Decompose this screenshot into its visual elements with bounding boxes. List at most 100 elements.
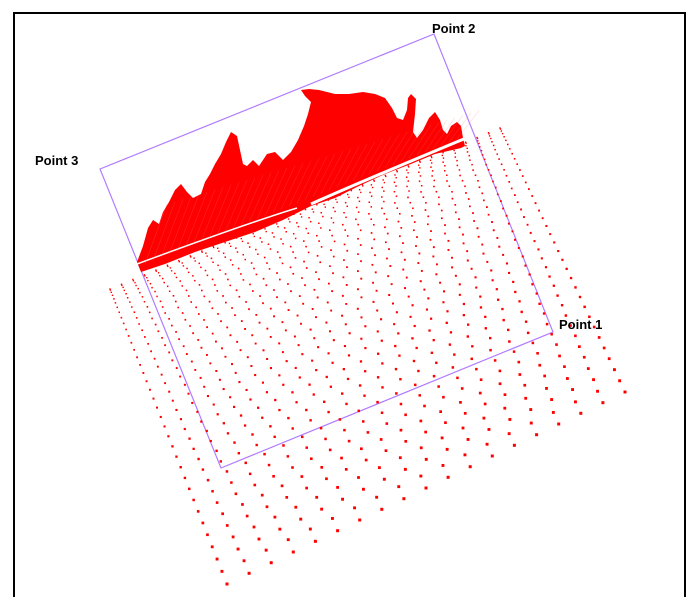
ground-point [206, 478, 210, 482]
ground-point [499, 128, 502, 130]
ground-point [508, 418, 512, 421]
ground-point [396, 171, 398, 173]
ground-point [466, 147, 468, 149]
ground-point [380, 411, 384, 414]
ground-point [244, 258, 246, 261]
ground-point [538, 302, 541, 305]
ground-point [329, 229, 331, 231]
ground-point [481, 243, 484, 246]
ground-point [477, 180, 479, 182]
ground-point [531, 341, 535, 345]
ground-point [484, 315, 487, 318]
ground-point [255, 443, 258, 447]
ground-point [490, 269, 493, 272]
ground-point [396, 169, 398, 172]
ground-point [382, 179, 384, 181]
ground-point [277, 226, 279, 228]
ground-point [451, 366, 455, 369]
ground-point [444, 165, 446, 167]
ground-point [233, 405, 236, 408]
ground-point [536, 352, 539, 355]
ground-point [343, 212, 345, 214]
ground-point [250, 262, 253, 264]
ground-point [281, 321, 284, 324]
ground-point [259, 237, 261, 239]
ground-point [370, 195, 373, 197]
ground-point [287, 283, 289, 285]
mesh-wire [256, 170, 280, 220]
ground-point [386, 232, 389, 235]
ground-point [487, 213, 490, 216]
ground-point [116, 306, 118, 309]
3d-viewport[interactable]: Point 2 Point 3 Point 1 [13, 12, 686, 597]
ground-point [359, 360, 363, 363]
ground-point [135, 284, 137, 287]
ground-point [435, 361, 438, 364]
ground-point [311, 308, 314, 310]
mesh-wire [176, 194, 200, 252]
ground-point [300, 475, 304, 478]
ground-point [273, 236, 275, 238]
ground-point [196, 410, 199, 413]
point1-label: Point 1 [559, 317, 602, 332]
ground-point [316, 296, 319, 299]
ground-point [276, 251, 279, 253]
ground-point [456, 376, 459, 380]
ground-point [163, 281, 165, 284]
ground-point [439, 281, 442, 284]
ground-point [423, 404, 426, 408]
ground-point [503, 393, 507, 396]
ground-point [341, 392, 344, 395]
ground-point [133, 311, 136, 313]
ground-point [227, 278, 229, 281]
ground-point [498, 369, 502, 373]
ground-point [463, 412, 467, 415]
ground-point [571, 388, 574, 391]
ground-point [312, 211, 315, 213]
ground-point [143, 301, 146, 303]
ground-point [217, 264, 219, 267]
ground-point [240, 320, 243, 322]
ground-point [251, 433, 254, 436]
ground-point [215, 370, 218, 372]
ground-point [477, 140, 479, 142]
ground-point [316, 204, 318, 206]
mesh-wire [352, 141, 376, 181]
ground-point [545, 387, 548, 390]
ground-point [281, 262, 284, 265]
ground-point [399, 428, 403, 432]
mesh-wire [376, 134, 400, 172]
ground-point [397, 332, 400, 335]
point2-label: Point 2 [432, 21, 475, 36]
ground-point [218, 250, 220, 252]
selection-box[interactable] [99, 33, 554, 469]
ground-point [152, 397, 155, 400]
ground-point [485, 163, 487, 166]
ground-point [428, 329, 431, 332]
ground-point [442, 161, 444, 163]
ground-point [487, 428, 491, 431]
ground-point [439, 410, 442, 413]
ground-point [168, 390, 171, 393]
ground-point [489, 336, 492, 340]
ground-point [225, 524, 229, 527]
ground-point [131, 306, 133, 308]
ground-point [265, 505, 269, 509]
ground-point [175, 455, 178, 458]
ground-point [248, 472, 252, 476]
ground-point [313, 337, 316, 340]
ground-point [296, 314, 299, 317]
ground-point [496, 153, 498, 155]
ground-point [316, 234, 318, 237]
ground-point [475, 367, 478, 371]
ground-point [292, 272, 295, 275]
ground-point [149, 282, 152, 285]
scene-canvas[interactable]: Point 2 Point 3 Point 1 [15, 14, 686, 597]
ground-point [225, 301, 227, 304]
ground-point [383, 212, 386, 215]
ground-point [566, 377, 569, 380]
ground-point [444, 170, 446, 172]
ground-point [466, 151, 469, 153]
ground-point [167, 265, 169, 268]
ground-point [329, 330, 331, 333]
